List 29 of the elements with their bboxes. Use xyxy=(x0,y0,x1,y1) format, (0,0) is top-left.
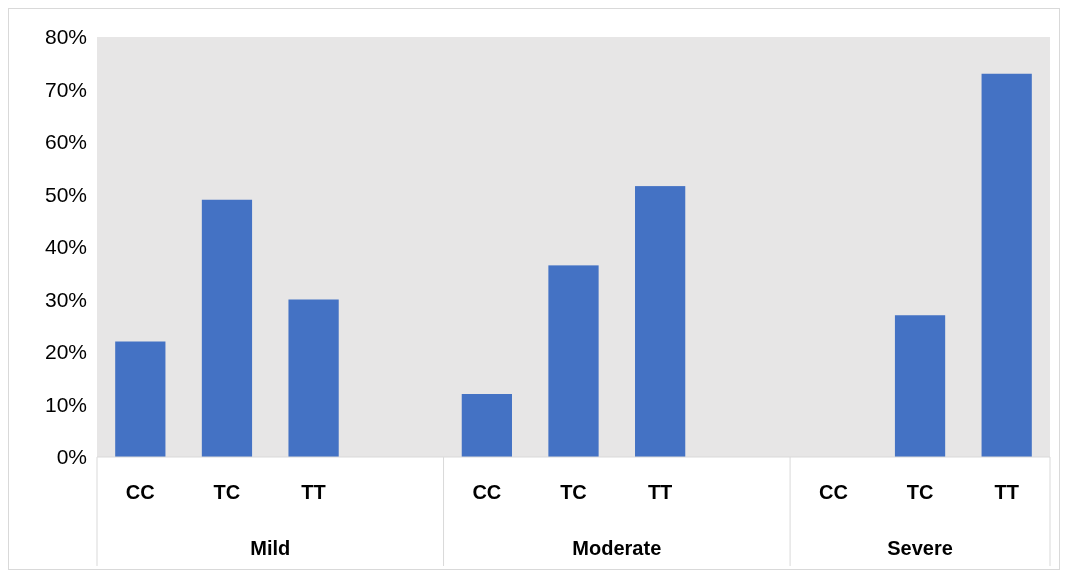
text: Mild xyxy=(250,537,291,559)
y-tick-label: 10% xyxy=(44,392,87,416)
x-tick-label: TC xyxy=(560,481,587,503)
y-tick-label: 20% xyxy=(44,340,87,364)
y-tick-label: 30% xyxy=(44,287,87,311)
bar xyxy=(288,299,339,457)
text: Moderate xyxy=(572,537,662,559)
y-tick-label: 70% xyxy=(44,77,87,101)
x-tick-label: TC xyxy=(906,481,934,503)
bar xyxy=(548,265,599,457)
bar xyxy=(635,186,686,457)
bar xyxy=(981,73,1032,457)
x-tick-label: TC xyxy=(213,481,241,503)
x-tick-label: CC xyxy=(818,481,848,503)
y-tick-label: 60% xyxy=(44,130,87,154)
x-tick-label: CC xyxy=(472,481,502,503)
y-tick-label: 80% xyxy=(44,25,87,49)
x-tick-label: TT xyxy=(301,481,326,503)
bar xyxy=(115,341,166,457)
x-tick-label: TT xyxy=(647,481,673,503)
y-tick-label: 40% xyxy=(44,235,87,259)
y-tick-label: 50% xyxy=(44,182,87,206)
bar xyxy=(461,394,512,457)
text: Severe xyxy=(887,537,953,559)
x-tick-label: CC xyxy=(125,481,155,503)
bar xyxy=(201,199,253,457)
bar xyxy=(894,315,946,457)
x-tick-label: TT xyxy=(994,481,1019,503)
y-tick-label: 0% xyxy=(56,445,87,469)
